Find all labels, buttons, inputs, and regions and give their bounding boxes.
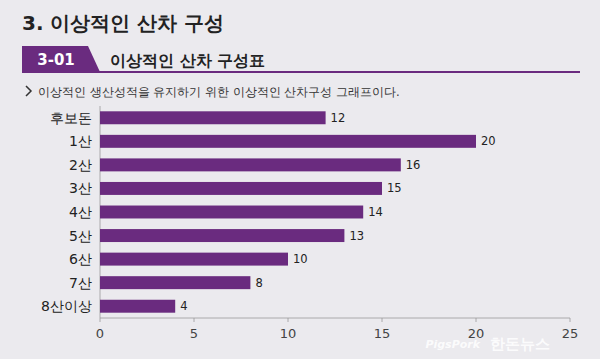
bar (100, 229, 344, 242)
bar (100, 300, 175, 313)
badge: 3-01 (37, 51, 75, 69)
category-label: 4산 (69, 204, 92, 220)
category-label: 7산 (69, 275, 92, 291)
x-tick (476, 318, 477, 322)
watermark: 한돈뉴스 (490, 335, 550, 353)
chart: 3. 이상적인 산차 구성 3-01 이상적인 산차 구성표이상적인 생산성적을 유… (0, 0, 600, 359)
bar (100, 135, 476, 148)
data-label: 15 (387, 181, 402, 195)
heading: 3. 이상적인 산차 구성 (22, 11, 224, 35)
badge-shape (22, 46, 100, 72)
x-tick (570, 318, 571, 322)
category-label: 8산이상 (41, 298, 92, 314)
data-label: 8 (255, 276, 262, 290)
category-label: 2산 (69, 157, 92, 173)
category-label: 5산 (69, 228, 92, 244)
subtitle: 이상적인 생산성적을 유지하기 위한 이상적인 산차구성 그래프이다. (38, 85, 400, 99)
category-label: 6산 (69, 251, 92, 267)
title-rule (22, 71, 580, 73)
data-label: 10 (293, 252, 308, 266)
bar (100, 206, 363, 219)
bars (100, 111, 476, 312)
chevron (26, 86, 31, 96)
x-tick-label: 5 (190, 326, 198, 341)
x-tick (288, 318, 289, 322)
x-tick (194, 318, 195, 322)
page (0, 0, 600, 359)
watermark-brand: PigsPork (425, 338, 480, 351)
x-tick-label: 25 (562, 326, 579, 341)
category-label: 1산 (69, 133, 92, 149)
category-label: 후보돈 (50, 110, 92, 126)
bar (100, 158, 401, 171)
x-tick-label: 15 (374, 326, 391, 341)
x-axis (100, 318, 570, 319)
category-label: 3산 (69, 180, 92, 196)
data-label: 16 (406, 158, 421, 172)
bar (100, 276, 250, 289)
data-label: 4 (180, 299, 187, 313)
data-label: 13 (349, 229, 364, 243)
x-tick (382, 318, 383, 322)
x-tick-label: 10 (280, 326, 297, 341)
bar (100, 182, 382, 195)
data-label: 20 (481, 134, 496, 148)
bar (100, 111, 326, 124)
title: 이상적인 산차 구성표 (110, 51, 265, 70)
bar (100, 253, 288, 266)
x-tick (100, 318, 101, 322)
x-tick-label: 0 (96, 326, 104, 341)
data-label: 12 (331, 111, 346, 125)
data-label: 14 (368, 205, 383, 219)
